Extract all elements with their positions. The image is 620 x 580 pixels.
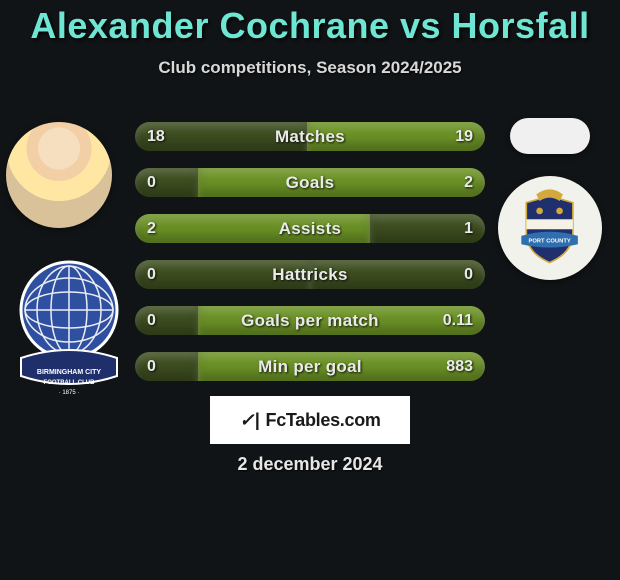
stat-value-right: 0 bbox=[464, 266, 473, 284]
player-right-avatar bbox=[510, 118, 590, 154]
stat-label: Matches bbox=[135, 127, 485, 147]
stat-row: Goals per match0 0.11 bbox=[135, 306, 485, 335]
player-left-avatar bbox=[6, 122, 112, 228]
svg-text:PORT COUNTY: PORT COUNTY bbox=[529, 239, 571, 245]
stat-label: Goals bbox=[135, 173, 485, 193]
stat-value-left: 0 bbox=[147, 358, 156, 376]
club-crest-right: PORT COUNTY bbox=[498, 176, 602, 280]
stat-label: Goals per match bbox=[135, 311, 485, 331]
club-crest-left: BIRMINGHAM CITY FOOTBALL CLUB · 1875 · bbox=[18, 258, 120, 394]
stat-row: Goals0 2 bbox=[135, 168, 485, 197]
page-subtitle: Club competitions, Season 2024/2025 bbox=[0, 58, 620, 78]
stat-label: Hattricks bbox=[135, 265, 485, 285]
stat-value-left: 0 bbox=[147, 174, 156, 192]
brand-icon: ✓| bbox=[239, 410, 259, 431]
stat-row: Matches18 19 bbox=[135, 122, 485, 151]
footer-date: 2 december 2024 bbox=[0, 454, 620, 475]
stat-value-right: 1 bbox=[464, 220, 473, 238]
stat-value-right: 0.11 bbox=[443, 312, 473, 330]
stats-bars: Matches1819Goals02Assists21Hattricks00Go… bbox=[135, 122, 485, 398]
stat-value-right: 883 bbox=[446, 358, 473, 376]
stat-row: Min per goal0 883 bbox=[135, 352, 485, 381]
svg-text:FOOTBALL CLUB: FOOTBALL CLUB bbox=[44, 380, 96, 386]
stat-value-left: 2 bbox=[147, 220, 156, 238]
svg-text:· 1875 ·: · 1875 · bbox=[59, 390, 80, 394]
stat-row: Hattricks0 0 bbox=[135, 260, 485, 289]
brand-text: FcTables.com bbox=[266, 410, 381, 431]
stat-value-left: 18 bbox=[147, 128, 165, 146]
brand-bar: ✓| FcTables.com bbox=[210, 396, 410, 444]
svg-text:BIRMINGHAM CITY: BIRMINGHAM CITY bbox=[37, 369, 101, 376]
stat-label: Assists bbox=[135, 219, 485, 239]
stat-label: Min per goal bbox=[135, 357, 485, 377]
stat-value-right: 19 bbox=[455, 128, 473, 146]
stat-row: Assists2 1 bbox=[135, 214, 485, 243]
stat-value-right: 2 bbox=[464, 174, 473, 192]
stat-value-left: 0 bbox=[147, 312, 156, 330]
page-title: Alexander Cochrane vs Horsfall bbox=[0, 0, 620, 44]
stat-value-left: 0 bbox=[147, 266, 156, 284]
